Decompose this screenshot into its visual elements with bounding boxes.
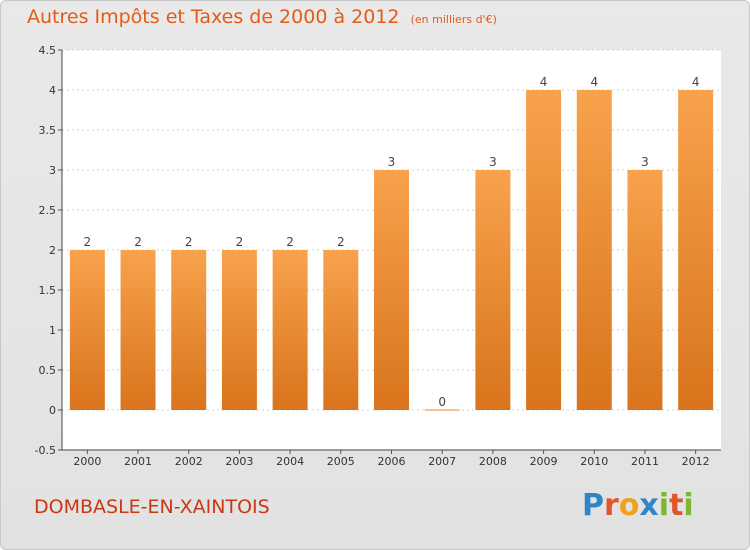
- bar: [272, 250, 308, 410]
- data-label: 2: [236, 235, 244, 249]
- x-tick-label: 2001: [124, 455, 152, 468]
- bar: [627, 170, 663, 410]
- data-label: 4: [692, 75, 700, 89]
- data-label: 4: [590, 75, 598, 89]
- proxiti-logo[interactable]: Proxiti: [582, 488, 694, 523]
- x-tick-label: 2010: [580, 455, 608, 468]
- bar: [69, 250, 105, 410]
- x-tick-label: 2006: [378, 455, 406, 468]
- logo-letter: r: [604, 488, 619, 523]
- data-label: 0: [438, 395, 446, 409]
- data-label: 2: [84, 235, 92, 249]
- data-label: 2: [185, 235, 193, 249]
- bar: [323, 250, 359, 410]
- x-tick-label: 2005: [327, 455, 355, 468]
- bar: [475, 170, 511, 410]
- x-tick-label: 2009: [530, 455, 558, 468]
- x-tick-label: 2000: [73, 455, 101, 468]
- logo-letter: o: [618, 488, 640, 523]
- logo-letter: P: [582, 488, 604, 523]
- logo-letter: i: [658, 488, 670, 523]
- data-label: 2: [286, 235, 294, 249]
- x-tick-label: 2012: [682, 455, 710, 468]
- x-tick-label: 2011: [631, 455, 659, 468]
- bar: [120, 250, 156, 410]
- x-tick-label: 2004: [276, 455, 304, 468]
- location-name: DOMBASLE-EN-XAINTOIS: [34, 496, 270, 518]
- data-label: 3: [489, 155, 497, 169]
- x-tick-label: 2003: [225, 455, 253, 468]
- chart-subtitle: (en milliers d'€): [410, 13, 497, 26]
- logo-letter: i: [683, 488, 694, 523]
- y-tick-label: 2.5: [39, 204, 57, 217]
- bar: [221, 250, 257, 410]
- y-tick-label: 0: [49, 404, 56, 417]
- bar: [171, 250, 207, 410]
- data-label: 2: [134, 235, 142, 249]
- y-tick-label: -0.5: [35, 444, 56, 457]
- bar: [576, 90, 612, 410]
- data-label: 2: [337, 235, 345, 249]
- y-tick-label: 3.5: [39, 124, 57, 137]
- bar: [374, 170, 409, 410]
- y-tick-label: 4: [49, 84, 56, 97]
- logo-letter: x: [639, 488, 659, 523]
- y-tick-label: 3: [49, 164, 56, 177]
- y-tick-label: 1: [49, 324, 56, 337]
- bar: [678, 90, 714, 410]
- y-tick-label: 2: [49, 244, 56, 257]
- data-label: 3: [388, 155, 396, 169]
- y-tick-label: 4.5: [39, 44, 57, 57]
- logo-letter: t: [669, 488, 684, 523]
- y-tick-label: 0.5: [39, 364, 57, 377]
- data-label: 3: [641, 155, 649, 169]
- chart-title: Autres Impôts et Taxes de 2000 à 2012: [27, 6, 400, 28]
- y-tick-label: 1.5: [39, 284, 57, 297]
- bar: [424, 409, 460, 411]
- x-tick-label: 2002: [175, 455, 203, 468]
- x-tick-label: 2007: [428, 455, 456, 468]
- bar: [526, 90, 562, 410]
- data-label: 4: [540, 75, 548, 89]
- x-tick-label: 2008: [479, 455, 507, 468]
- chart-title-row: Autres Impôts et Taxes de 2000 à 2012 (e…: [27, 6, 497, 28]
